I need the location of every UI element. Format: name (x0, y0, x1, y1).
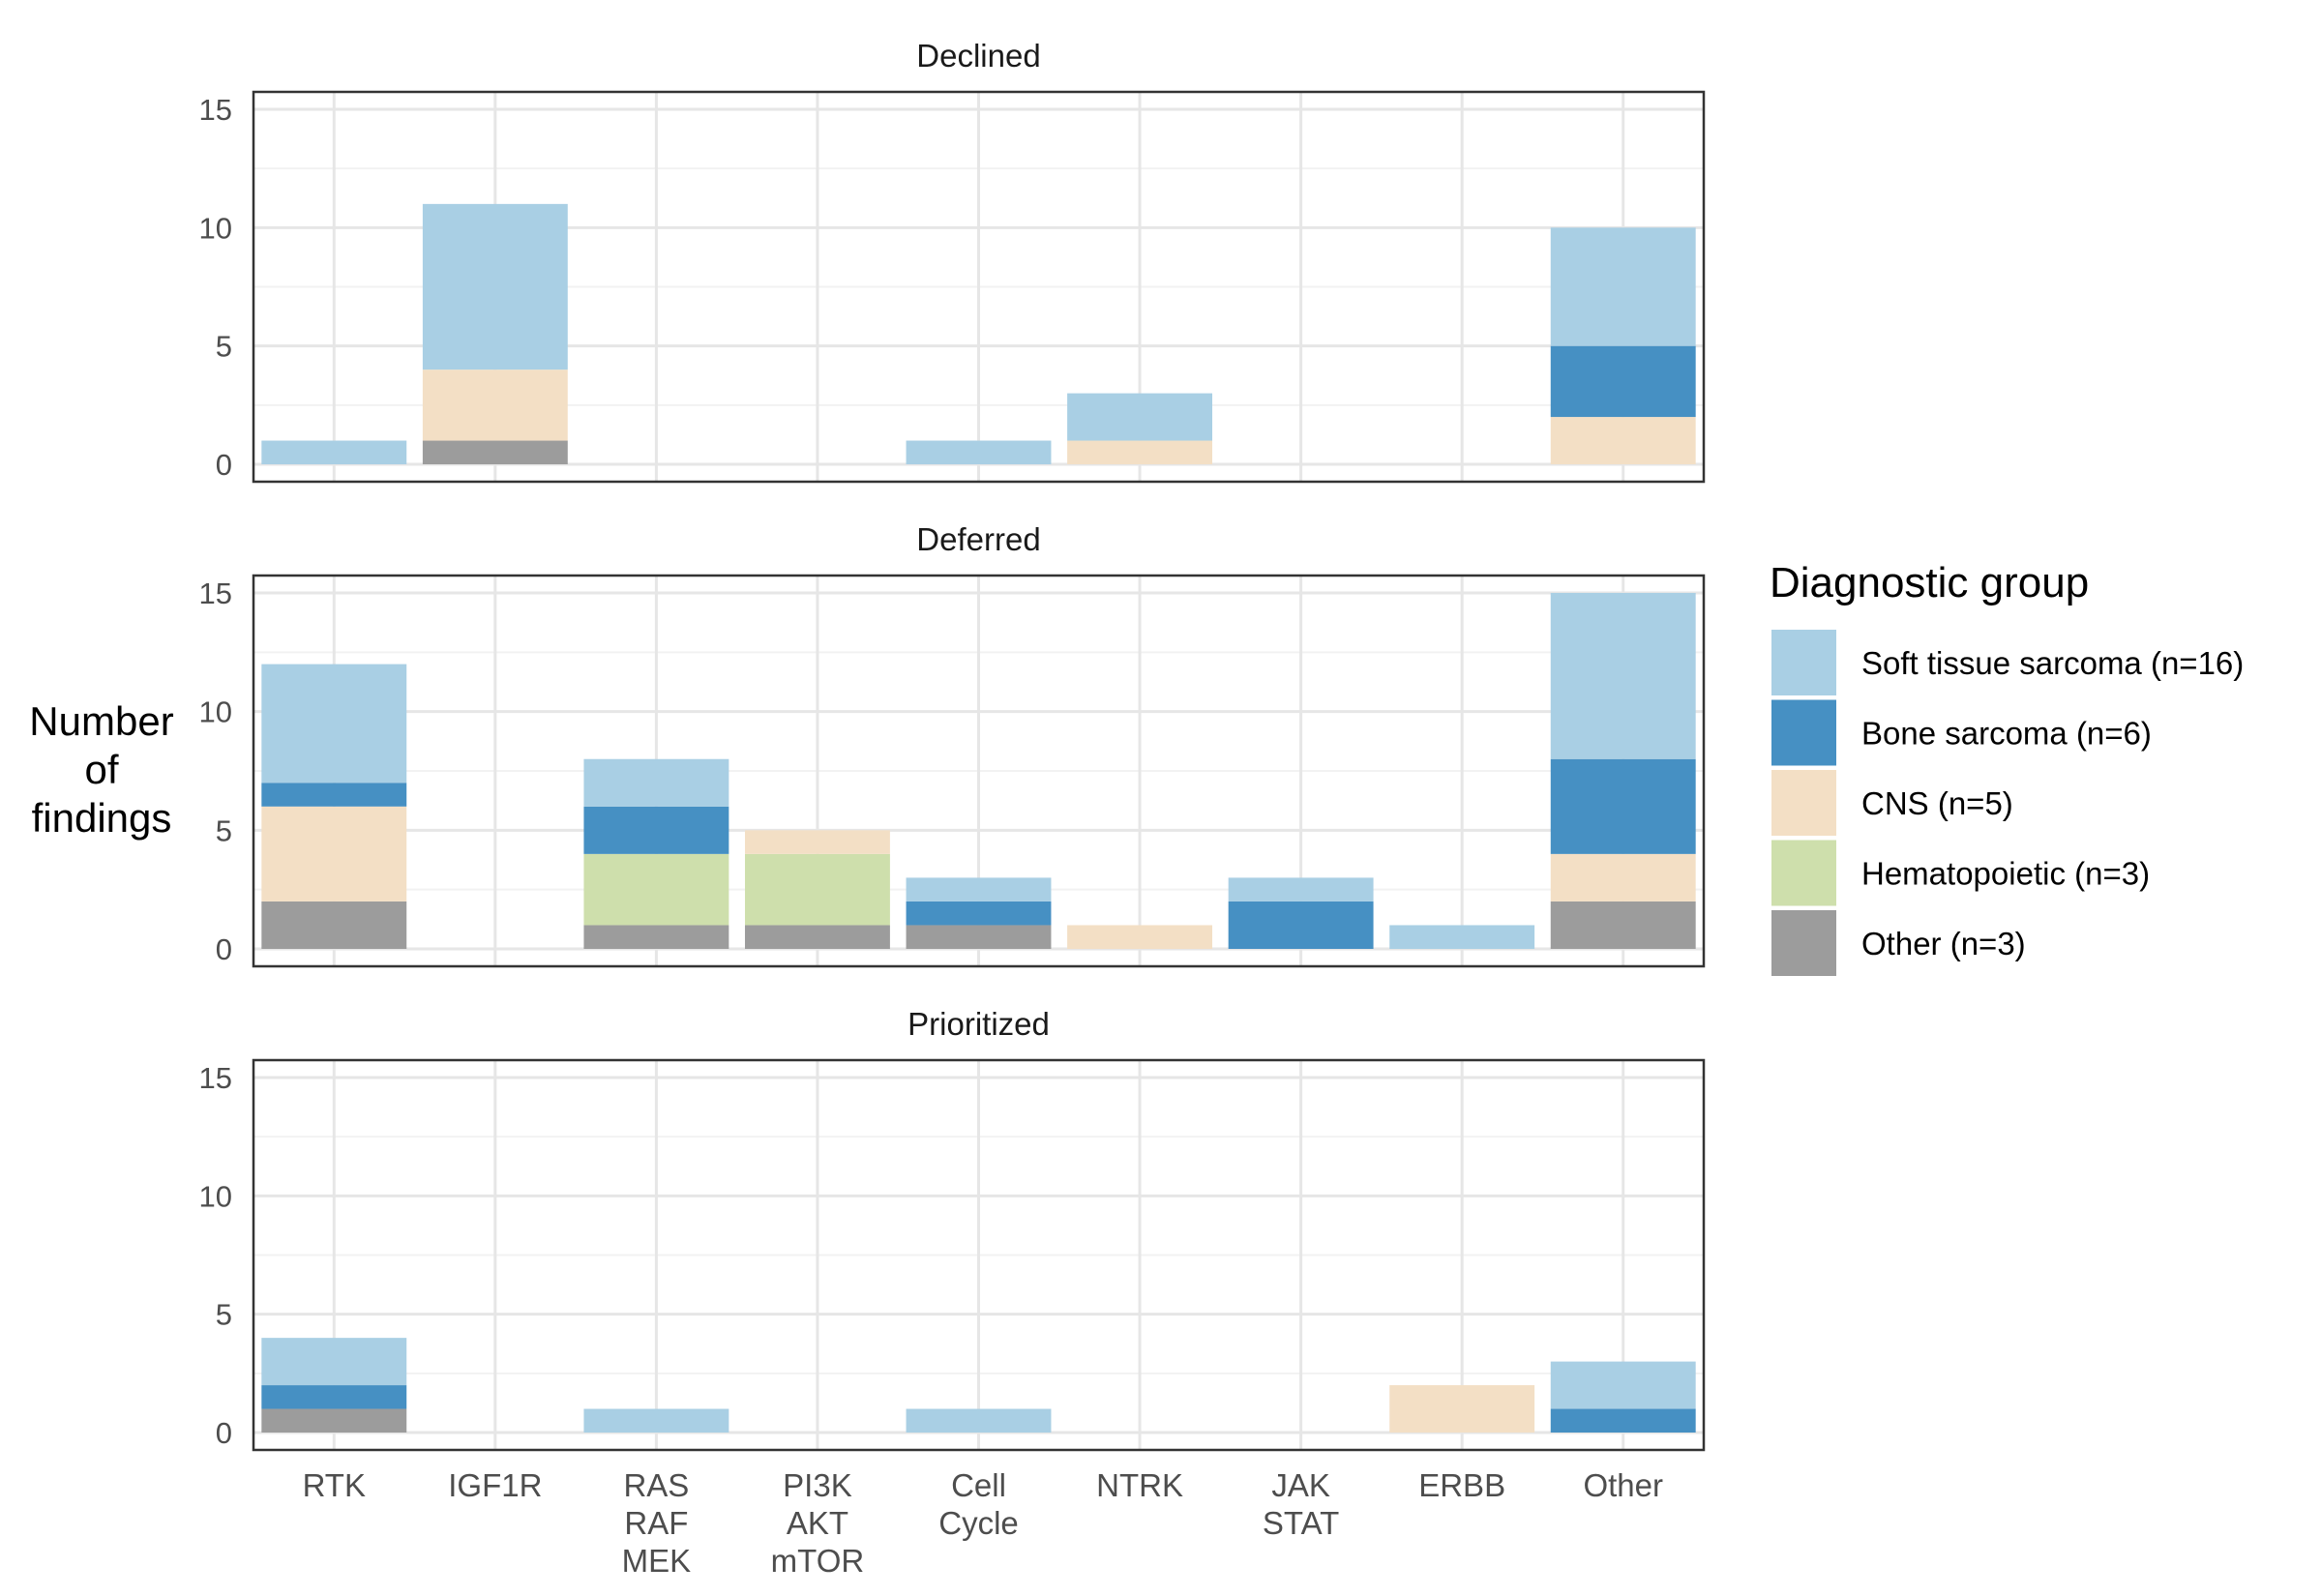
bar-segment-soft-tissue-sarcoma-rtk (261, 664, 407, 783)
bar-segment-other-rtk (261, 1408, 407, 1433)
y-tick-label: 5 (216, 813, 232, 847)
bar-segment-bone-sarcoma-other (1550, 345, 1696, 418)
legend-key-other (1771, 910, 1836, 976)
bar-segment-bone-sarcoma-other (1550, 758, 1696, 854)
legend-label-hematopoietic: Hematopoietic (n=3) (1861, 856, 2150, 892)
legend-key-cns (1771, 770, 1836, 836)
bar-segment-bone-sarcoma-cell-cycle (906, 901, 1052, 926)
bar-segment-hematopoietic-ras-raf-mek (583, 853, 729, 926)
y-tick-label: 10 (199, 211, 232, 245)
legend-key-hematopoietic (1771, 840, 1836, 906)
bar-segment-soft-tissue-sarcoma-erbb (1389, 925, 1535, 949)
legend-label-soft-tissue-sarcoma: Soft tissue sarcoma (n=16) (1861, 645, 2244, 681)
bar-segment-cns-erbb (1389, 1385, 1535, 1433)
bar-segment-bone-sarcoma-other (1550, 1408, 1696, 1433)
y-tick-label: 5 (216, 1298, 232, 1332)
bar-segment-soft-tissue-sarcoma-other (1550, 1361, 1696, 1409)
y-tick-label: 10 (199, 1179, 232, 1213)
bar-segment-cns-pi3k-akt-mtor (744, 830, 890, 854)
legend-title: Diagnostic group (1770, 559, 2089, 606)
bar-segment-cns-other (1550, 853, 1696, 901)
bar-segment-soft-tissue-sarcoma-igf1r (422, 203, 568, 370)
y-tick-label: 15 (199, 93, 232, 127)
x-tick-label-ntrk: NTRK (1096, 1467, 1183, 1503)
bar-segment-soft-tissue-sarcoma-jak-stat (1228, 877, 1374, 901)
y-tick-label: 5 (216, 330, 232, 364)
x-tick-label-rtk: RTK (303, 1467, 366, 1503)
bar-segment-bone-sarcoma-rtk (261, 1385, 407, 1409)
panel-border (252, 574, 1706, 968)
bar-segment-soft-tissue-sarcoma-cell-cycle (906, 440, 1052, 464)
legend: Diagnostic group Soft tissue sarcoma (n=1… (1770, 559, 2244, 976)
bar-segment-cns-other (1550, 417, 1696, 464)
panel-border (252, 1058, 1706, 1452)
legend-label-other: Other (n=3) (1861, 926, 2026, 961)
x-tick-label-cell-cycle: Cell Cycle (938, 1467, 1019, 1541)
bar-segment-hematopoietic-pi3k-akt-mtor (744, 853, 890, 926)
y-tick-label: 15 (199, 1061, 232, 1095)
y-tick-label: 0 (216, 932, 232, 966)
bar-segment-cns-igf1r (422, 369, 568, 441)
bar-segment-soft-tissue-sarcoma-rtk (261, 1338, 407, 1386)
legend-key-soft-tissue-sarcoma (1771, 630, 1836, 695)
facet-panel-declined: Declined 0 5 10 15 (199, 38, 1706, 484)
bar-segment-other-pi3k-akt-mtor (744, 925, 890, 949)
bar-segment-soft-tissue-sarcoma-ntrk (1067, 393, 1213, 441)
facet-label: Prioritized (908, 1006, 1050, 1042)
bar-segment-cns-ntrk (1067, 925, 1213, 949)
y-axis-title: Number of findings (29, 698, 173, 841)
bar-segment-soft-tissue-sarcoma-rtk (261, 440, 407, 464)
bar-segment-soft-tissue-sarcoma-other (1550, 593, 1696, 759)
facet-panel-prioritized: Prioritized 0 5 10 15 (199, 1006, 1706, 1452)
x-tick-label-pi3k-akt-mtor: PI3K AKT mTOR (771, 1467, 865, 1579)
bar-segment-bone-sarcoma-ras-raf-mek (583, 806, 729, 854)
facet-panel-deferred: Deferred 0 5 10 15 (199, 521, 1706, 968)
bar-segment-bone-sarcoma-jak-stat (1228, 901, 1374, 949)
bar-segment-cns-rtk (261, 806, 407, 901)
x-tick-label-other: Other (1583, 1467, 1663, 1503)
bar-segment-other-other (1550, 901, 1696, 949)
facet-label: Deferred (916, 521, 1040, 557)
x-tick-label-igf1r: IGF1R (448, 1467, 542, 1503)
y-tick-label: 10 (199, 695, 232, 729)
bar-segment-other-cell-cycle (906, 925, 1052, 949)
x-tick-label-ras-raf-mek: RAS RAF MEK (622, 1467, 692, 1579)
bar-segment-soft-tissue-sarcoma-ras-raf-mek (583, 1408, 729, 1433)
x-tick-label-erbb: ERBB (1418, 1467, 1505, 1503)
y-tick-label: 0 (216, 1416, 232, 1450)
y-tick-label: 15 (199, 576, 232, 610)
bar-segment-soft-tissue-sarcoma-other (1550, 227, 1696, 346)
bar-segment-other-ras-raf-mek (583, 925, 729, 949)
bar-segment-soft-tissue-sarcoma-ras-raf-mek (583, 758, 729, 807)
bar-segment-cns-ntrk (1067, 440, 1213, 464)
legend-label-cns: CNS (n=5) (1861, 785, 2013, 821)
panel-border (252, 90, 1706, 484)
legend-label-bone-sarcoma: Bone sarcoma (n=6) (1861, 716, 2152, 752)
bar-segment-bone-sarcoma-rtk (261, 783, 407, 807)
bar-segment-other-rtk (261, 901, 407, 949)
bar-segment-soft-tissue-sarcoma-cell-cycle (906, 1408, 1052, 1433)
bar-segment-soft-tissue-sarcoma-cell-cycle (906, 877, 1052, 901)
bar-segment-other-igf1r (422, 440, 568, 464)
legend-key-bone-sarcoma (1771, 699, 1836, 766)
x-tick-label-jak-stat: JAK STAT (1263, 1467, 1339, 1541)
y-tick-label: 0 (216, 448, 232, 482)
facet-label: Declined (916, 38, 1040, 74)
